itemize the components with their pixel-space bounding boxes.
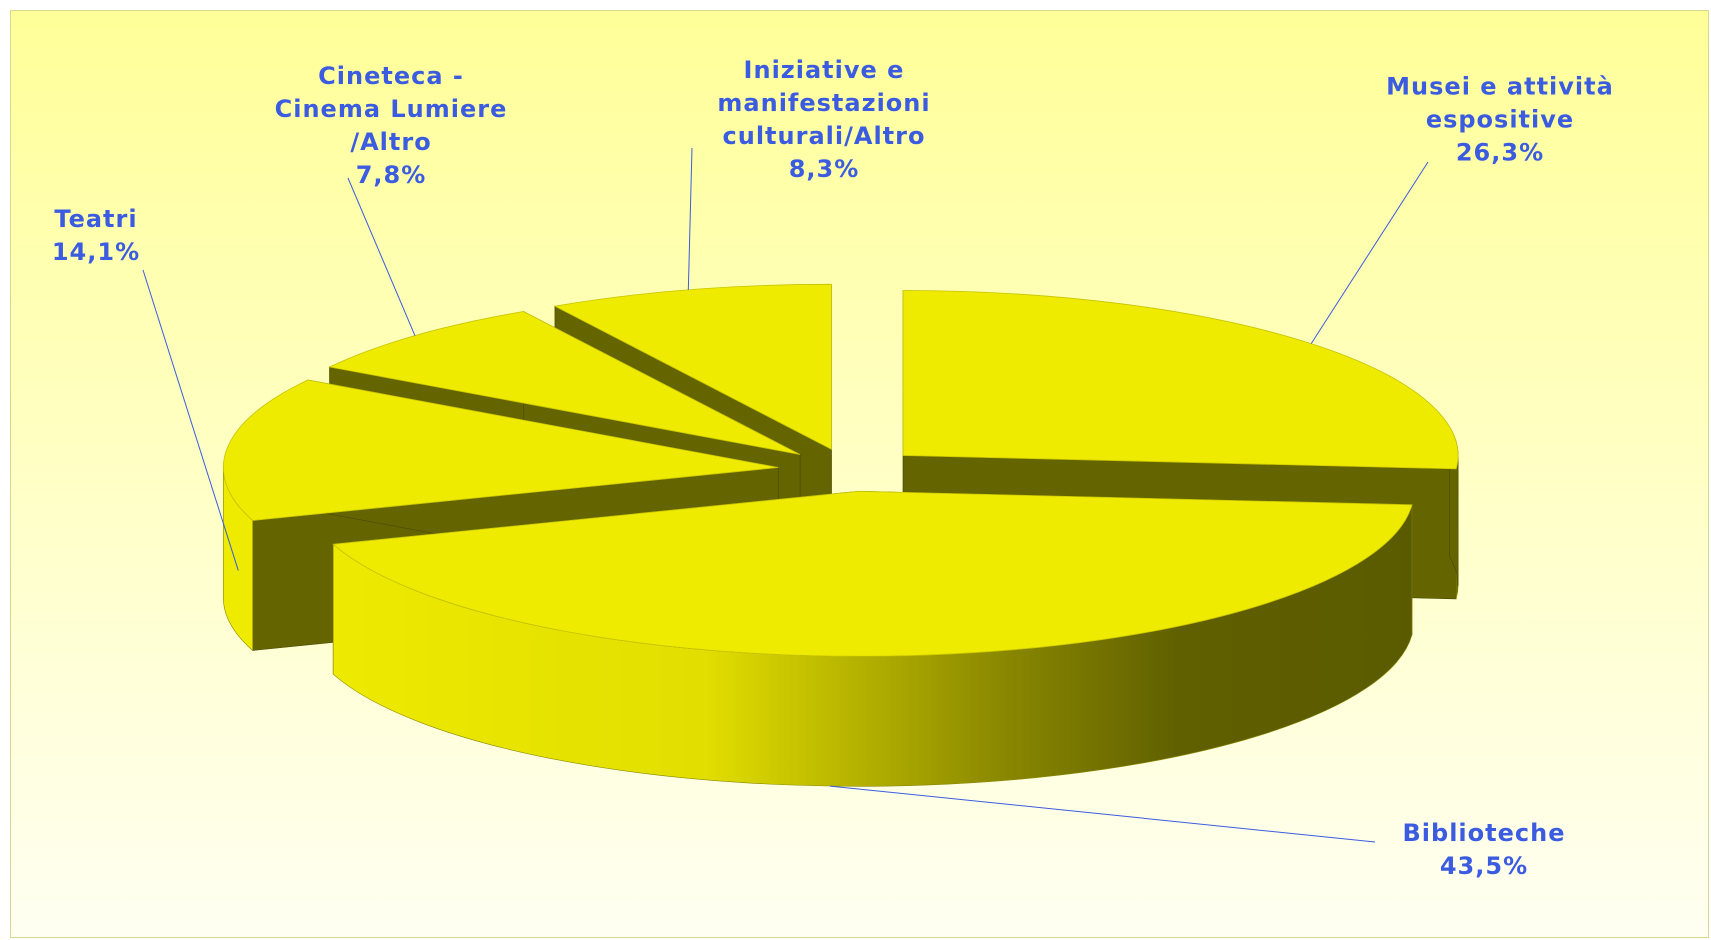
slice	[902, 290, 1459, 470]
leader-line	[687, 147, 693, 290]
leader-line	[829, 785, 1376, 843]
leader-line	[142, 269, 239, 571]
label-value: 43,5%	[1439, 852, 1529, 880]
label-name: Teatri	[54, 205, 138, 233]
data-label: Cineteca - Cinema Lumiere /Altro 7,8%	[271, 60, 511, 192]
label-name: Cineteca - Cinema Lumiere /Altro	[274, 62, 508, 156]
slice	[222, 379, 779, 521]
label-name: Musei e attività espositive	[1386, 72, 1614, 134]
label-name: Biblioteche	[1402, 819, 1566, 847]
label-value: 7,8%	[355, 161, 427, 189]
data-label: Teatri 14,1%	[0, 203, 216, 269]
label-value: 8,3%	[788, 155, 860, 183]
label-name: Iniziative e manifestazioni culturali/Al…	[717, 56, 931, 150]
label-value: 26,3%	[1455, 138, 1545, 167]
leader-line	[347, 177, 416, 336]
slice	[328, 311, 801, 455]
data-label: Musei e attività espositive 26,3%	[1380, 71, 1620, 170]
data-label: Biblioteche 43,5%	[1384, 817, 1584, 883]
label-value: 14,1%	[51, 238, 141, 266]
slice	[553, 283, 832, 450]
data-label: Iniziative e manifestazioni culturali/Al…	[704, 54, 944, 186]
slice	[332, 490, 1413, 657]
leader-line	[1310, 161, 1429, 344]
